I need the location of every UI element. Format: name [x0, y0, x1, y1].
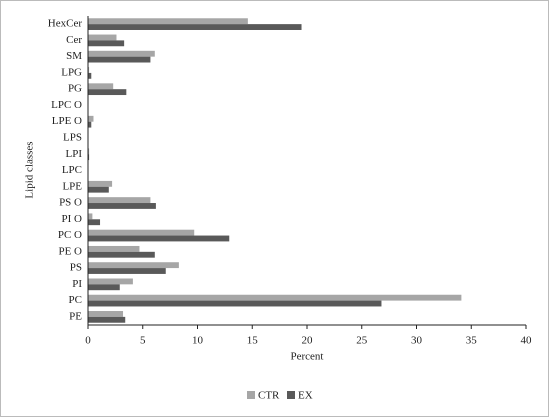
- bar: [88, 219, 101, 226]
- x-tick-label: 20: [302, 335, 314, 347]
- bar: [88, 115, 94, 122]
- bar: [88, 235, 230, 242]
- x-tick-label: 35: [466, 335, 478, 347]
- bar: [88, 284, 120, 291]
- y-tick-label: LPE O: [52, 115, 82, 127]
- bar: [88, 186, 109, 193]
- x-tick-label: 30: [411, 335, 423, 347]
- bar: [88, 67, 90, 73]
- bar: [88, 34, 117, 41]
- y-tick-label: HexCer: [48, 18, 83, 30]
- bar: [88, 245, 140, 252]
- y-tick-label: PS O: [59, 197, 82, 209]
- legend-swatch: [287, 391, 295, 399]
- legend-label: CTR: [258, 390, 280, 402]
- y-tick-label: PE: [69, 310, 82, 322]
- bar: [88, 89, 127, 96]
- y-tick-label: LPC O: [51, 99, 82, 111]
- bar: [88, 311, 124, 317]
- bar: [88, 154, 90, 161]
- y-tick-label: PI O: [62, 213, 83, 225]
- y-tick-label: LPG: [61, 66, 82, 78]
- x-axis-title: Percent: [291, 351, 324, 363]
- y-tick-label: PG: [68, 83, 82, 95]
- bar: [88, 40, 125, 47]
- y-tick-label: PC O: [58, 229, 82, 241]
- x-tick-label: 0: [85, 335, 91, 347]
- x-tick-label: 5: [140, 335, 146, 347]
- legend-swatch: [247, 391, 255, 399]
- y-tick-label: PE O: [58, 245, 82, 257]
- y-tick-label: LPC: [62, 164, 82, 176]
- bar: [88, 24, 302, 30]
- bar: [88, 268, 166, 274]
- x-tick-label: 15: [247, 335, 259, 347]
- bar: [88, 262, 179, 269]
- bar: [88, 203, 156, 209]
- y-tick-label: LPI: [66, 148, 83, 160]
- y-tick-label: PI: [72, 278, 82, 290]
- bar: [88, 229, 195, 236]
- bar: [88, 180, 113, 187]
- x-tick-label: 25: [356, 335, 368, 347]
- bar: [88, 72, 92, 79]
- y-tick-label: SM: [66, 50, 82, 62]
- y-axis-title: Lipid classes: [24, 141, 36, 198]
- bar: [88, 300, 382, 307]
- bar: [88, 197, 151, 204]
- bar: [88, 121, 92, 128]
- bar: [88, 251, 155, 258]
- y-tick-label: LPE: [62, 180, 82, 192]
- bar: [88, 56, 151, 63]
- bar: [88, 213, 93, 220]
- bar: [88, 294, 462, 301]
- bar: [88, 50, 155, 57]
- x-tick-label: 10: [192, 335, 204, 347]
- y-tick-label: PC: [69, 294, 82, 306]
- y-tick-label: LPS: [63, 132, 82, 144]
- legend-label: EX: [298, 390, 313, 402]
- y-tick-label: Cer: [66, 34, 82, 46]
- y-tick-label: PS: [70, 262, 82, 274]
- bar: [88, 83, 114, 90]
- bar: [88, 18, 248, 25]
- bar: [88, 316, 126, 323]
- bar: [88, 278, 133, 285]
- x-tick-label: 40: [521, 335, 533, 347]
- bar: [88, 148, 90, 155]
